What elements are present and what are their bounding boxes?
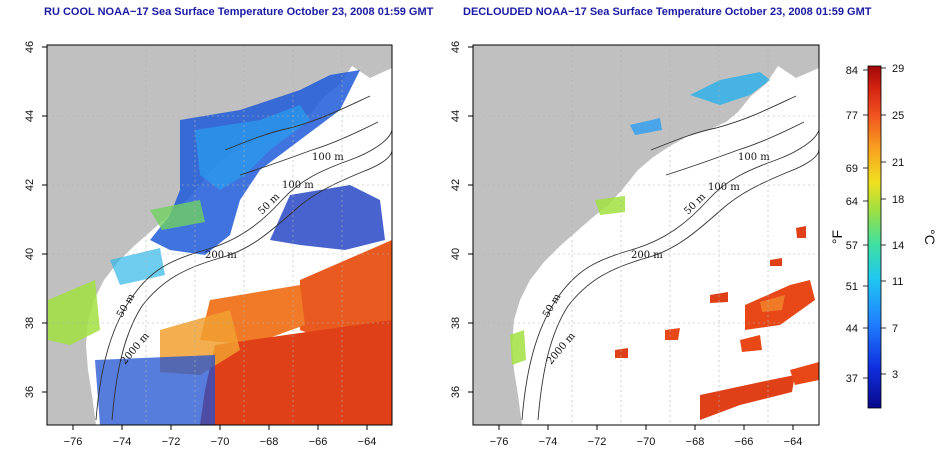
left-y-tick-label: 44: [24, 110, 36, 122]
left-contour-label: 100 m: [282, 180, 314, 191]
left-y-tick-label: 40: [24, 248, 36, 260]
right-x-tick-label: −74: [539, 436, 558, 448]
left-panel-title: RU COOL NOAA−17 Sea Surface Temperature …: [44, 6, 434, 18]
left-x-tick-label: −64: [358, 436, 377, 448]
left-land: [47, 45, 392, 425]
right-bathymetry-contours: [521, 95, 819, 421]
left-y-tick-label: 42: [24, 179, 36, 191]
right-graticule: [473, 45, 819, 425]
right-x-tick-label: −66: [735, 436, 754, 448]
right-sst-field: [510, 72, 819, 420]
colorbar-celsius-label: °C: [922, 229, 938, 245]
left-bathymetry-contours: [95, 95, 392, 421]
right-panel-title: DECLOUDED NOAA−17 Sea Surface Temperatur…: [463, 6, 872, 18]
colorbar-f-tick: 84: [846, 65, 858, 77]
right-x-tick-label: −68: [686, 436, 705, 448]
right-x-tick-label: −76: [490, 436, 509, 448]
left-x-axis: [72, 425, 368, 430]
left-sst-field: [48, 70, 392, 425]
left-graticule: [47, 45, 392, 425]
left-y-tick-label: 38: [24, 317, 36, 329]
colorbar-f-tick: 37: [846, 373, 858, 385]
colorbar: 84 77 69 64 57 51 44 37 29 25 21 18 14 1…: [829, 63, 938, 409]
colorbar-ramp: [867, 65, 882, 409]
right-x-tick-label: −64: [784, 436, 803, 448]
right-x-tick-label: −70: [637, 436, 656, 448]
right-y-tick-label: 42: [450, 179, 462, 191]
colorbar-c-tick: 14: [892, 240, 904, 252]
right-y-tick-label: 46: [450, 41, 462, 53]
colorbar-c-tick: 25: [892, 110, 904, 122]
colorbar-f-tick: 69: [846, 163, 858, 175]
right-land: [473, 45, 819, 425]
right-contour-label: 100 m: [738, 152, 770, 163]
left-x-tick-label: −68: [260, 436, 279, 448]
colorbar-c-tick: 3: [892, 369, 898, 381]
left-map: 100 m 100 m 50 m 200 m 50 m 2000 m −76 −…: [24, 41, 393, 448]
right-contour-label: 100 m: [708, 182, 740, 193]
right-map: 100 m 100 m 50 m 200 m 50 m 2000 m −76 −…: [450, 41, 820, 448]
colorbar-c-tick: 18: [892, 194, 904, 206]
right-x-tick-label: −72: [588, 436, 607, 448]
right-y-tick-label: 44: [450, 110, 462, 122]
colorbar-f-tick: 44: [846, 323, 858, 335]
left-y-axis: [42, 46, 47, 393]
left-x-tick-label: −74: [113, 436, 132, 448]
colorbar-f-tick: 77: [846, 110, 858, 122]
left-y-tick-label: 46: [24, 41, 36, 53]
colorbar-fahrenheit-label: °F: [829, 230, 845, 244]
left-x-tick-label: −70: [211, 436, 230, 448]
colorbar-c-tick: 7: [892, 323, 898, 335]
left-y-tick-label: 36: [24, 386, 36, 398]
colorbar-c-tick: 21: [892, 157, 904, 169]
right-y-tick-label: 38: [450, 317, 462, 329]
left-x-tick-label: −72: [162, 436, 181, 448]
right-y-tick-label: 36: [450, 386, 462, 398]
right-contour-label: 200 m: [631, 250, 663, 261]
left-contour-label: 100 m: [312, 152, 344, 163]
colorbar-c-tick: 29: [892, 63, 904, 75]
left-x-tick-label: −76: [64, 436, 83, 448]
colorbar-c-tick: 11: [892, 276, 903, 288]
left-contour-label: 200 m: [205, 250, 237, 261]
right-x-axis: [498, 425, 794, 430]
right-y-axis: [468, 46, 473, 393]
colorbar-f-tick: 57: [846, 240, 858, 252]
right-y-tick-label: 40: [450, 248, 462, 260]
left-x-tick-label: −66: [309, 436, 328, 448]
colorbar-f-tick: 51: [846, 281, 858, 293]
colorbar-f-tick: 64: [846, 196, 858, 208]
